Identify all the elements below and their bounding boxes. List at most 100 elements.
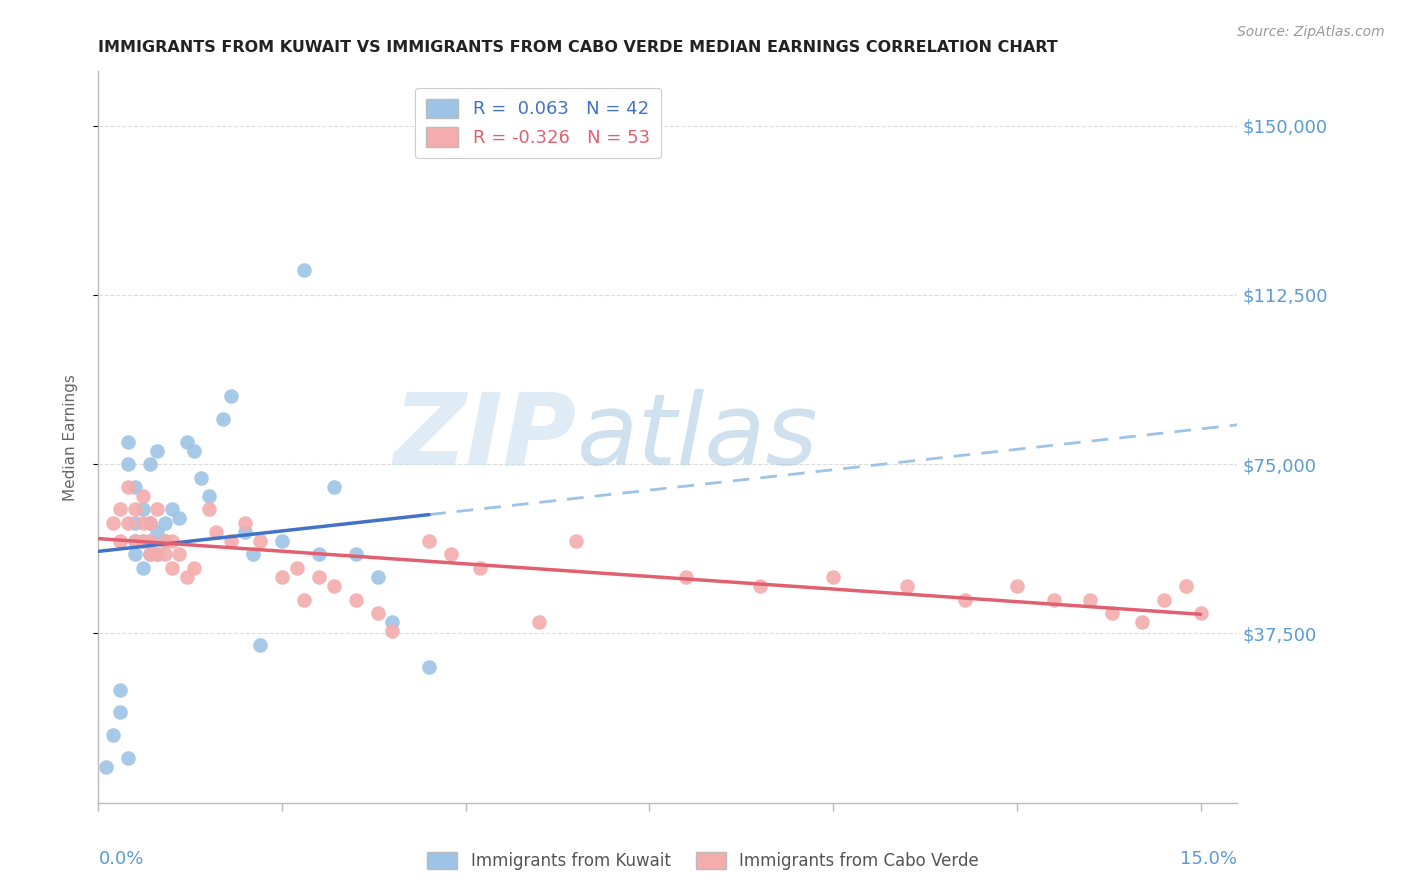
Point (160, 533, 183, 548)
Point (131, 561, 153, 575)
Point (176, 570, 198, 584)
Point (94, 760, 117, 774)
Point (308, 570, 330, 584)
Point (219, 533, 242, 548)
Text: ZIP: ZIP (394, 389, 576, 485)
Point (249, 533, 271, 548)
Point (153, 533, 176, 548)
Text: 15.0%: 15.0% (1180, 850, 1237, 868)
Text: IMMIGRANTS FROM KUWAIT VS IMMIGRANTS FROM CABO VERDE MEDIAN EARNINGS CORRELATION: IMMIGRANTS FROM KUWAIT VS IMMIGRANTS FRO… (98, 40, 1059, 55)
Point (117, 434, 139, 449)
Point (183, 443, 205, 458)
Point (1153, 592, 1175, 607)
Text: 0.0%: 0.0% (98, 850, 143, 868)
Point (110, 682, 132, 697)
Point (249, 638, 271, 652)
Point (124, 533, 146, 548)
Point (160, 502, 183, 516)
Point (197, 502, 219, 516)
Point (131, 516, 153, 530)
Point (367, 570, 389, 584)
Point (110, 502, 132, 516)
Point (1005, 579, 1028, 593)
Point (101, 728, 124, 742)
Point (124, 548, 146, 562)
Point (176, 434, 198, 449)
Point (565, 533, 588, 548)
Point (139, 533, 162, 548)
Point (153, 516, 176, 530)
Point (183, 561, 205, 575)
Point (955, 592, 977, 607)
Point (117, 516, 139, 530)
Point (381, 615, 404, 630)
Text: Source: ZipAtlas.com: Source: ZipAtlas.com (1237, 25, 1385, 39)
Point (529, 615, 551, 630)
Point (1189, 606, 1212, 620)
Point (117, 480, 139, 494)
Point (823, 570, 845, 584)
Legend: R =  0.063   N = 42, R = -0.326   N = 53: R = 0.063 N = 42, R = -0.326 N = 53 (415, 87, 661, 158)
Point (101, 516, 124, 530)
Point (219, 389, 242, 403)
Point (190, 471, 212, 485)
Point (167, 511, 190, 525)
Point (322, 579, 344, 593)
Point (418, 660, 440, 674)
Point (1130, 615, 1153, 630)
Point (292, 592, 315, 607)
Point (139, 516, 162, 530)
Point (117, 750, 139, 764)
Point (139, 457, 162, 471)
Point (139, 516, 162, 530)
Point (139, 533, 162, 548)
Point (146, 524, 169, 539)
Point (344, 548, 367, 562)
Point (292, 263, 315, 277)
Point (896, 579, 918, 593)
Point (153, 548, 176, 562)
Point (160, 561, 183, 575)
Point (212, 412, 235, 426)
Point (367, 606, 389, 620)
Point (381, 624, 404, 639)
Point (131, 489, 153, 503)
Point (124, 516, 146, 530)
Point (271, 570, 294, 584)
Point (418, 533, 440, 548)
Point (470, 561, 492, 575)
Point (748, 579, 770, 593)
Point (197, 489, 219, 503)
Point (285, 561, 308, 575)
Point (124, 502, 146, 516)
Point (131, 533, 153, 548)
Point (124, 480, 146, 494)
Point (146, 502, 169, 516)
Point (235, 516, 257, 530)
Point (131, 533, 153, 548)
Y-axis label: Median Earnings: Median Earnings (63, 374, 77, 500)
Point (1042, 592, 1064, 607)
Text: atlas: atlas (576, 389, 818, 485)
Point (1078, 592, 1101, 607)
Point (1174, 579, 1197, 593)
Point (117, 457, 139, 471)
Point (308, 548, 330, 562)
Point (124, 533, 146, 548)
Point (153, 533, 176, 548)
Point (440, 548, 463, 562)
Point (235, 524, 257, 539)
Point (675, 570, 697, 584)
Point (1101, 606, 1123, 620)
Point (139, 548, 162, 562)
Point (344, 592, 367, 607)
Point (131, 502, 153, 516)
Point (146, 548, 169, 562)
Point (110, 533, 132, 548)
Point (205, 524, 228, 539)
Point (271, 533, 294, 548)
Point (146, 443, 169, 458)
Point (110, 706, 132, 720)
Point (242, 548, 264, 562)
Legend: Immigrants from Kuwait, Immigrants from Cabo Verde: Immigrants from Kuwait, Immigrants from … (420, 845, 986, 877)
